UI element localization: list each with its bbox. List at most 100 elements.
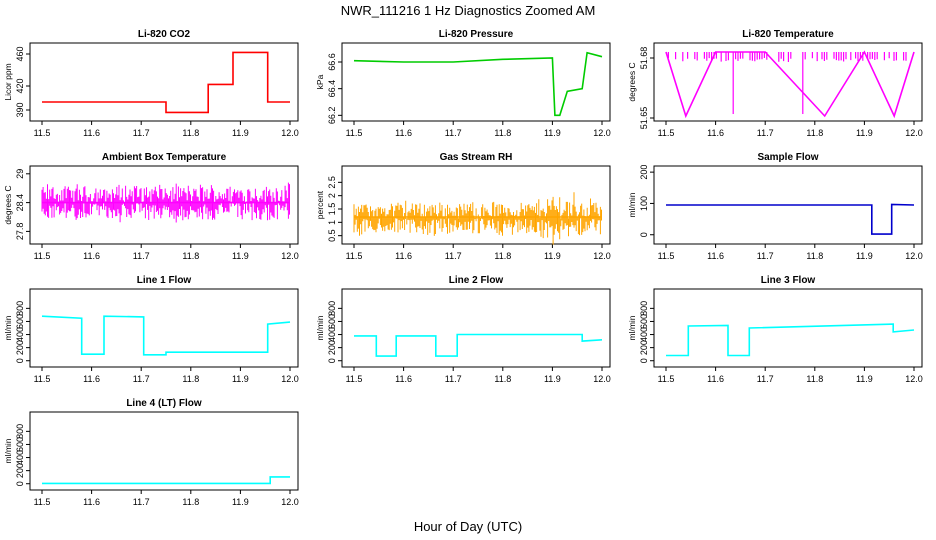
panel-title: Li-820 CO2	[138, 29, 191, 40]
y-tick-label: 600	[327, 314, 337, 329]
x-tick-label: 11.9	[856, 374, 873, 384]
panel-4: Ambient Box Temperature 11.5 11.6 11.7 11.8 1…	[3, 152, 299, 261]
noise-band	[353, 192, 602, 245]
y-tick-label: 800	[639, 301, 649, 316]
x-tick-label: 11.5	[658, 251, 675, 261]
x-tick-label: 11.5	[346, 374, 363, 384]
panel-title: Ambient Box Temperature	[102, 152, 227, 163]
x-tick-label: 11.6	[395, 128, 412, 138]
series-line	[42, 476, 290, 485]
y-tick-label: 66.2	[327, 107, 337, 125]
x-tick-label: 12.0	[905, 128, 923, 138]
y-axis-label: percent	[315, 190, 325, 219]
x-tick-label: 11.5	[658, 374, 675, 384]
x-tick-label: 11.7	[445, 374, 462, 384]
y-axis-label: Licor ppm	[3, 63, 13, 100]
x-tick-label: 11.7	[133, 128, 150, 138]
plot-frame	[653, 165, 923, 245]
plot-frame	[653, 288, 923, 368]
x-tick-label: 11.8	[806, 128, 823, 138]
x-tick-label: 12.0	[905, 374, 923, 384]
x-tick-label: 11.9	[544, 128, 561, 138]
x-tick-label: 11.6	[83, 497, 100, 507]
y-tick-label: 200	[327, 340, 337, 355]
panel-title: Line 4 (LT) Flow	[126, 398, 202, 409]
x-tick-label: 11.7	[133, 497, 150, 507]
y-tick-label: 0	[639, 358, 649, 363]
x-tick-label: 11.7	[757, 374, 774, 384]
y-tick-label: 200	[15, 340, 25, 355]
y-tick-label: 0	[327, 358, 337, 363]
x-tick-label: 11.6	[395, 251, 412, 261]
x-tick-label: 11.9	[856, 128, 873, 138]
x-tick-label: 12.0	[593, 251, 611, 261]
y-tick-label: 460	[15, 46, 25, 61]
y-axis-label: degrees C	[627, 62, 637, 101]
plot-frame	[29, 288, 299, 368]
x-tick-label: 11.7	[133, 251, 150, 261]
panel-title: Li-820 Temperature	[742, 29, 834, 40]
x-tick-label: 11.6	[707, 128, 724, 138]
x-tick-label: 12.0	[281, 251, 299, 261]
panel-8: Line 2 Flow 11.5 11.6 11.7 11.8 11.9 12.0 0 2004…	[315, 275, 611, 384]
y-axis-label: ml/min	[627, 192, 637, 217]
y-tick-label: 66.6	[327, 53, 337, 71]
noise-band	[41, 182, 290, 223]
x-tick-label: 11.8	[806, 251, 823, 261]
panel-title: Line 1 Flow	[137, 275, 192, 286]
y-axis-label: ml/min	[3, 438, 13, 463]
series-line	[354, 333, 603, 357]
series-line	[666, 203, 915, 235]
y-tick-label: 600	[15, 314, 25, 329]
x-tick-label: 12.0	[281, 128, 299, 138]
x-tick-label: 11.8	[494, 374, 511, 384]
series-line	[41, 315, 291, 356]
y-tick-label: 0.5	[327, 229, 337, 242]
x-tick-label: 12.0	[593, 374, 611, 384]
x-tick-label: 11.6	[707, 374, 724, 384]
x-tick-label: 11.8	[806, 374, 823, 384]
y-tick-label: 51.68	[639, 47, 649, 70]
x-tick-label: 11.9	[232, 251, 249, 261]
y-tick-label: 100	[639, 196, 649, 211]
y-tick-label: 0	[15, 358, 25, 363]
x-tick-label: 11.7	[757, 251, 774, 261]
y-axis-label: ml/min	[627, 315, 637, 340]
series-line	[353, 51, 603, 117]
x-tick-label: 11.8	[494, 128, 511, 138]
panel-6: Sample Flow 11.5 11.6 11.7 11.8 11.9 12.0 0 100 2…	[627, 152, 923, 261]
y-tick-label: 0	[639, 232, 649, 237]
x-tick-label: 11.7	[445, 251, 462, 261]
x-tick-label: 11.9	[232, 374, 249, 384]
series-line	[665, 50, 915, 119]
y-axis-label: ml/min	[315, 315, 325, 340]
y-tick-label: 1	[327, 220, 337, 225]
x-tick-label: 11.6	[83, 374, 100, 384]
x-tick-label: 11.5	[34, 251, 51, 261]
panel-9: Line 3 Flow 11.5 11.6 11.7 11.8 11.9 12.0 0 2004…	[627, 275, 923, 384]
x-tick-label: 11.8	[182, 497, 199, 507]
panel-title: Gas Stream RH	[440, 152, 513, 163]
y-tick-label: 0	[15, 481, 25, 486]
y-tick-label: 28.4	[15, 194, 25, 212]
x-tick-label: 11.6	[707, 251, 724, 261]
y-tick-label: 600	[15, 437, 25, 452]
x-tick-label: 11.5	[34, 497, 51, 507]
x-tick-label: 11.9	[232, 128, 249, 138]
figure-title: NWR_111216 1 Hz Diagnostics Zoomed AM	[341, 3, 596, 18]
x-tick-label: 11.9	[544, 251, 561, 261]
x-tick-label: 11.5	[34, 128, 51, 138]
y-axis-label: ml/min	[3, 315, 13, 340]
x-tick-label: 11.6	[83, 251, 100, 261]
plot-frame	[341, 288, 611, 368]
series-line	[666, 323, 915, 357]
y-axis-label: kPa	[315, 74, 325, 89]
y-tick-label: 2.5	[327, 176, 337, 189]
panel-3: Li-820 Temperature 11.5 11.6 11.7 11.8 11.9 12…	[627, 29, 923, 138]
x-tick-label: 11.9	[544, 374, 561, 384]
y-tick-label: 2	[327, 193, 337, 198]
y-tick-label: 51.65	[639, 107, 649, 130]
x-tick-label: 12.0	[905, 251, 923, 261]
